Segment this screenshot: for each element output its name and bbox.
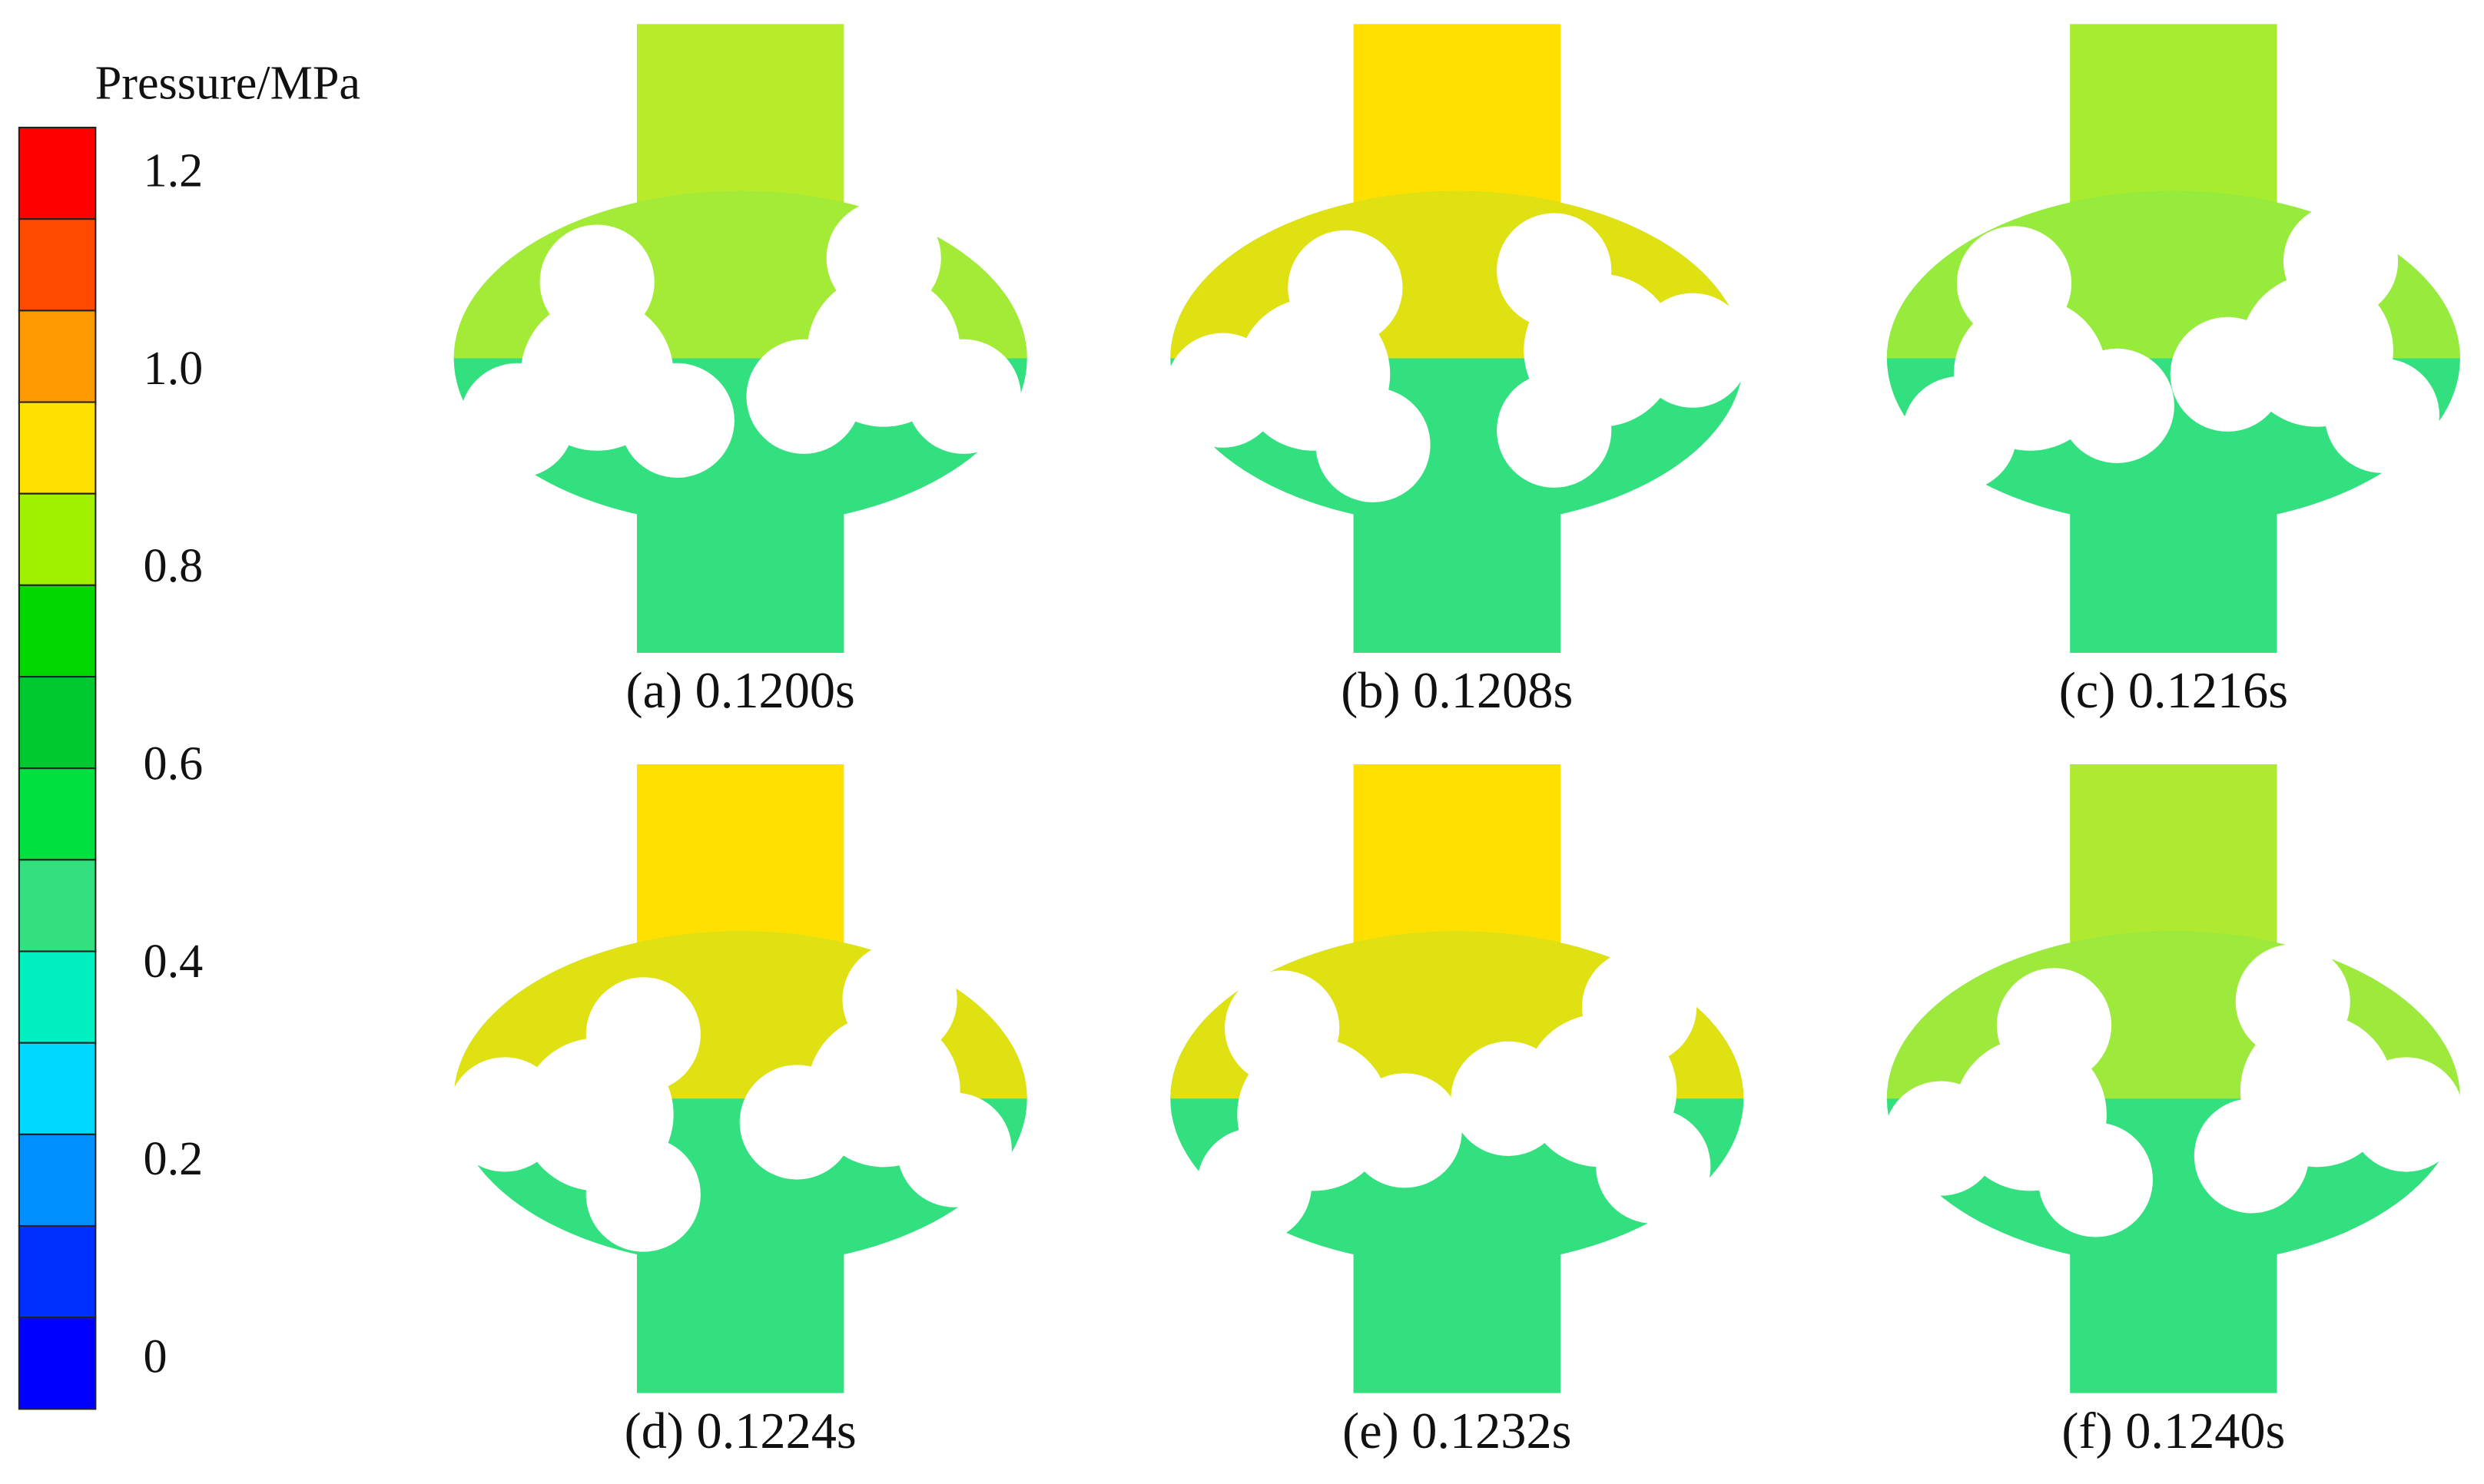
- colorbar-band: [18, 310, 97, 403]
- panel-caption: (a) 0.1200s: [626, 663, 855, 719]
- colorbar-band: [18, 950, 97, 1044]
- colorbar-band: [18, 218, 97, 312]
- rotor-lobe: [2324, 358, 2439, 473]
- rotor-lobe: [2038, 1122, 2153, 1237]
- rotor-lobe: [585, 977, 701, 1092]
- rotor-lobe: [447, 1057, 562, 1172]
- rotor-lobe: [906, 339, 1021, 454]
- rotor-lobe: [1315, 387, 1431, 502]
- rotor-lobe: [1288, 230, 1403, 345]
- colorbar-band: [18, 1133, 97, 1227]
- rotor-lobe: [2283, 204, 2399, 319]
- rotor-lobe: [1196, 1128, 1312, 1243]
- colorbar-label: 0.8: [144, 540, 204, 592]
- rotor-lobe: [2235, 944, 2350, 1059]
- colorbar-band: [18, 401, 97, 495]
- rotor-lobe: [1497, 373, 1612, 488]
- colorbar-label: 0.2: [144, 1133, 204, 1185]
- colorbar-title: Pressure/MPa: [95, 57, 360, 109]
- colorbar-band: [18, 127, 97, 220]
- panel: (b) 0.1208s: [1165, 24, 1750, 719]
- rotor-lobe: [739, 1065, 854, 1180]
- colorbar-label: 0.4: [144, 936, 204, 988]
- panel-caption: (e) 0.1232s: [1342, 1403, 1571, 1459]
- rotor-lobe: [1956, 226, 2072, 341]
- rotor-lobe: [1996, 968, 2112, 1083]
- panel: (f) 0.1240s: [1883, 764, 2464, 1459]
- colorbar-band: [18, 1224, 97, 1319]
- colorbar-band: [18, 584, 97, 678]
- rotor-lobe: [1497, 213, 1612, 328]
- colorbar-band: [18, 1317, 97, 1410]
- rotor-lobe: [842, 942, 957, 1058]
- rotor-lobe: [585, 1137, 701, 1252]
- rotor-lobe: [1451, 1041, 1566, 1156]
- colorbar-band: [18, 767, 97, 861]
- rotor-lobe: [1347, 1073, 1462, 1188]
- rotor-lobe: [746, 339, 861, 454]
- panel-caption: (f) 0.1240s: [2061, 1403, 2285, 1459]
- panel-caption: (b) 0.1208s: [1341, 663, 1573, 719]
- rotor-lobe: [2170, 316, 2285, 432]
- colorbar-band: [18, 675, 97, 770]
- colorbar-band: [18, 492, 97, 586]
- rotor-lobe: [2194, 1098, 2310, 1214]
- rotor-lobe: [897, 1092, 1012, 1207]
- rotor-lobe: [2348, 1057, 2464, 1172]
- rotor-lobe: [2059, 348, 2174, 463]
- colorbar-label: 1.0: [144, 343, 204, 395]
- colorbar-label: 0: [144, 1330, 167, 1383]
- rotor-lobe: [1165, 333, 1280, 448]
- panel: (d) 0.1224s: [447, 764, 1027, 1459]
- colorbar-band: [18, 859, 97, 952]
- rotor-lobe: [826, 200, 941, 316]
- rotor-lobe: [1225, 970, 1340, 1085]
- colorbar-band: [18, 1042, 97, 1135]
- panel-caption: (d) 0.1224s: [625, 1403, 857, 1459]
- panel-caption: (c) 0.1216s: [2059, 663, 2288, 719]
- panel: (a) 0.1200s: [453, 24, 1027, 719]
- colorbar-label: 1.2: [144, 144, 204, 197]
- rotor-lobe: [1883, 1081, 1998, 1196]
- rotor-lobe: [539, 224, 655, 340]
- panel: (e) 0.1232s: [1170, 764, 1744, 1459]
- rotor-lobe: [459, 363, 575, 478]
- colorbar-label: 0.6: [144, 737, 204, 790]
- rotor-lobe: [1596, 1108, 1711, 1224]
- panel: (c) 0.1216s: [1886, 24, 2460, 719]
- rotor-lobe: [1635, 293, 1750, 408]
- rotor-lobe: [1581, 949, 1697, 1065]
- rotor-lobe: [619, 363, 735, 478]
- rotor-lobe: [1902, 376, 2017, 492]
